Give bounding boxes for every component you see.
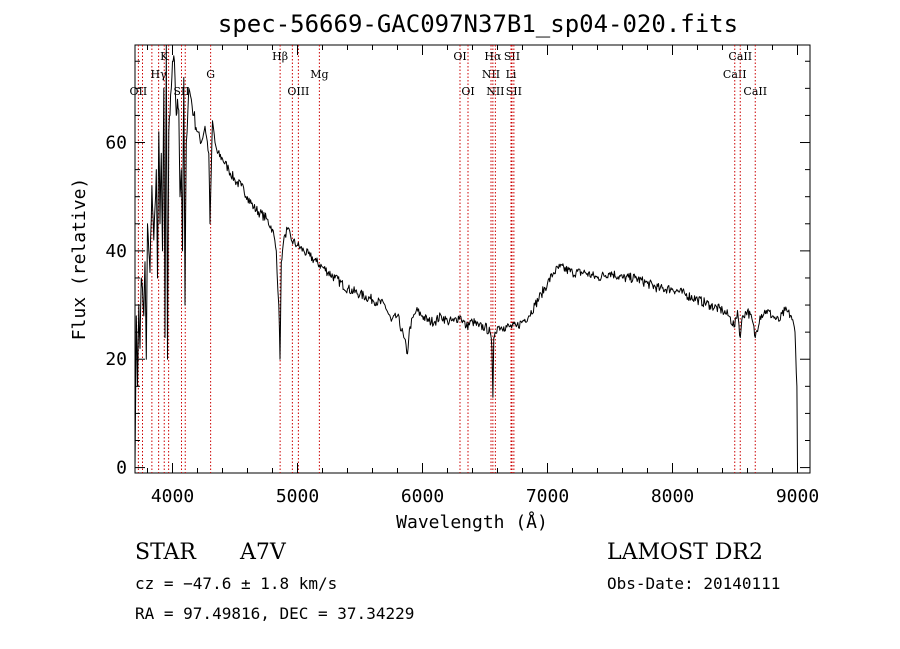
spectrum-line: [134, 44, 798, 468]
line-marker-label: CaII: [743, 85, 767, 98]
line-marker-label: G: [206, 68, 215, 81]
y-tick-label: 40: [105, 241, 127, 262]
observation-date: Obs-Date: 20140111: [607, 574, 780, 593]
x-tick-label: 9000: [776, 486, 819, 507]
y-tick-label: 20: [105, 349, 127, 370]
x-tick-label: 6000: [401, 486, 444, 507]
line-marker-label: CaII: [728, 50, 752, 63]
x-tick-label: 5000: [276, 486, 319, 507]
line-marker-label: OII: [130, 85, 148, 98]
chart-title: spec-56669-GAC097N37B1_sp04-020.fits: [218, 10, 738, 38]
line-marker-label: Hα: [484, 50, 502, 63]
spectrum-series: [134, 44, 798, 468]
line-marker-label: K: [160, 50, 169, 63]
object-subclass: A7V: [239, 540, 287, 565]
line-marker-label: Hγ: [151, 68, 168, 81]
line-marker-label: CaII: [723, 68, 747, 81]
line-marker-label: NII: [482, 68, 500, 81]
line-marker-label: OI: [461, 85, 474, 98]
plot-frame: [134, 44, 811, 474]
line-marker-label: Mg: [310, 68, 328, 81]
x-tick-label: 4000: [151, 486, 194, 507]
line-marker-label: Li: [506, 68, 517, 81]
line-marker-label: NII: [486, 85, 504, 98]
line-marker-label: SII: [506, 85, 522, 98]
coordinates-text: RA = 97.49816, DEC = 37.34229: [135, 604, 414, 623]
object-class: STAR: [135, 540, 197, 565]
x-tick-label: 7000: [526, 486, 569, 507]
survey-name: LAMOST DR2: [607, 540, 763, 565]
y-axis-label: Flux (relative): [69, 178, 90, 341]
redshift-text: cz = −47.6 ± 1.8 km/s: [135, 574, 337, 593]
line-marker-label: OIII: [287, 85, 309, 98]
line-marker-label: Hβ: [272, 50, 288, 63]
y-tick-label: 60: [105, 133, 127, 154]
y-tick-label: 0: [116, 458, 127, 479]
line-marker-label: OI: [453, 50, 466, 63]
line-marker-label: SII: [504, 50, 520, 63]
x-tick-label: 8000: [651, 486, 694, 507]
x-axis-label: Wavelength (Å): [396, 511, 548, 533]
axis-ticks: 4000 5000 6000 7000 8000 9000 0 20 40 60: [105, 45, 819, 507]
